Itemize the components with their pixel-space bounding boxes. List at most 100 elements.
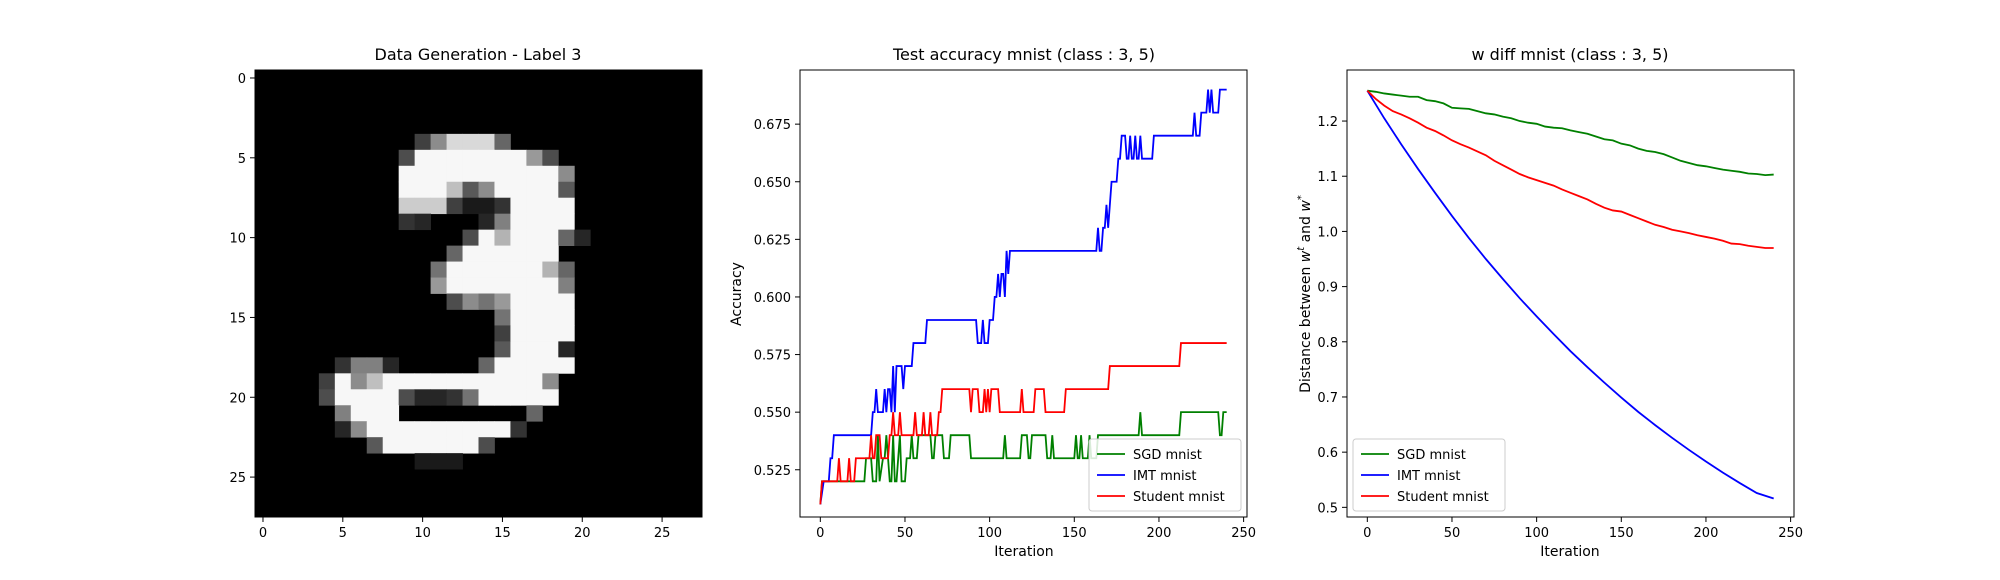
- wd-y-tick-label: 0.6: [1317, 446, 1338, 461]
- image-pixel: [478, 437, 495, 454]
- image-pixel: [398, 373, 416, 390]
- wdiff-title: w diff mnist (class : 3, 5): [1471, 45, 1668, 64]
- image-pixel: [414, 437, 431, 454]
- image-pixel: [542, 229, 559, 246]
- image-pixel: [526, 373, 543, 390]
- accuracy-x-ticks: 0 50 100 150 200 250: [816, 517, 1256, 541]
- image-pixel: [558, 213, 575, 231]
- image-pixel: [398, 181, 416, 199]
- image-x-tick-label: 5: [339, 526, 347, 541]
- image-pixel: [478, 261, 495, 278]
- image-pixel: [462, 229, 479, 246]
- panel-digit-image: Data Generation - Label 3 0 5 10 15 20 25 0 5 1…: [229, 45, 703, 541]
- image-pixel: [446, 437, 463, 454]
- image-pixel: [558, 341, 575, 358]
- accuracy-frame: [799, 69, 1248, 518]
- image-pixel: [446, 133, 463, 151]
- acc-legend-box: [1088, 438, 1242, 512]
- image-pixel: [446, 453, 463, 470]
- image-pixel: [398, 149, 416, 167]
- image-pixel: [542, 357, 559, 374]
- image-pixel: [526, 197, 543, 215]
- image-pixel: [542, 341, 559, 358]
- image-pixel: [526, 405, 543, 422]
- image-pixel: [558, 165, 575, 183]
- image-pixel: [574, 229, 591, 246]
- image-pixel: [478, 213, 495, 231]
- image-pixel: [414, 389, 431, 406]
- image-pixel: [430, 197, 447, 215]
- image-pixel: [510, 341, 527, 358]
- wd-legend-label-2: Student mnist: [1397, 490, 1489, 505]
- image-pixel: [366, 357, 384, 374]
- wdiff-series-group: [1366, 89, 1774, 500]
- image-pixel: [382, 437, 400, 454]
- image-pixel: [542, 325, 559, 342]
- image-pixel: [494, 277, 511, 294]
- wd-legend-box: [1352, 438, 1506, 512]
- image-pixel: [334, 389, 352, 406]
- image-pixel: [366, 389, 384, 406]
- image-pixel: [462, 133, 479, 151]
- image-pixel: [446, 149, 463, 167]
- accuracy-legend: SGD mnist IMT mnist Student mnist: [1088, 438, 1242, 512]
- acc-y-tick-label: 0.600: [754, 291, 791, 306]
- image-pixel: [510, 197, 527, 215]
- image-pixel: [462, 245, 479, 262]
- image-pixel: [350, 389, 368, 406]
- panel-w-diff: w diff mnist (class : 3, 5) 0 50 100 150 200…: [1296, 45, 1803, 560]
- accuracy-x-label: Iteration: [994, 544, 1053, 560]
- image-pixel: [414, 213, 431, 231]
- acc-x-tick-label: 100: [977, 526, 1002, 541]
- image-pixel: [558, 197, 575, 215]
- image-pixel: [494, 341, 511, 358]
- wd-x-tick-label: 100: [1524, 526, 1549, 541]
- image-pixel: [462, 389, 479, 406]
- wd-y-tick-label: 0.8: [1317, 336, 1338, 351]
- image-pixel: [462, 165, 479, 183]
- acc-legend-label-0: SGD mnist: [1133, 448, 1202, 463]
- image-pixel: [478, 277, 495, 294]
- image-x-tick-label: 10: [414, 526, 431, 541]
- image-pixel: [382, 373, 400, 390]
- image-pixel: [542, 389, 559, 406]
- image-pixel: [510, 277, 527, 294]
- image-pixel: [542, 197, 559, 215]
- acc-y-tick-label: 0.675: [754, 118, 791, 133]
- image-pixel: [558, 261, 575, 278]
- image-pixel: [526, 325, 543, 342]
- image-pixel: [382, 357, 400, 374]
- image-pixel: [494, 373, 511, 390]
- wd-series-line-0: [1367, 89, 1774, 177]
- wdiff-frame: [1346, 69, 1795, 518]
- image-pixel: [478, 373, 495, 390]
- image-pixel: [366, 421, 384, 438]
- image-pixel: [446, 181, 463, 199]
- image-pixel: [446, 373, 463, 390]
- image-pixel: [478, 133, 495, 151]
- image-pixel: [510, 149, 527, 167]
- image-pixel: [510, 389, 527, 406]
- image-frame: [254, 69, 703, 518]
- image-pixel: [430, 277, 447, 294]
- accuracy-y-label: Accuracy: [729, 262, 745, 326]
- image-pixel: [478, 357, 495, 374]
- image-pixel: [558, 181, 575, 199]
- image-y-tick-label: 25: [229, 471, 246, 486]
- wdiff-y-label-w2: w: [1298, 200, 1314, 212]
- image-pixel: [526, 357, 543, 374]
- wdiff-y-label-sup2: *: [1296, 195, 1307, 200]
- image-y-tick-label: 5: [238, 152, 246, 167]
- image-pixel: [558, 325, 575, 342]
- wd-y-tick-label: 0.9: [1317, 281, 1338, 296]
- image-pixel: [542, 245, 559, 262]
- acc-x-tick-label: 0: [816, 526, 824, 541]
- image-pixel: [398, 421, 416, 438]
- image-pixel: [526, 229, 543, 246]
- image-pixel: [446, 293, 463, 310]
- image-pixel: [526, 213, 543, 231]
- image-pixel: [494, 389, 511, 406]
- image-pixel: [462, 437, 479, 454]
- image-pixel: [462, 293, 479, 310]
